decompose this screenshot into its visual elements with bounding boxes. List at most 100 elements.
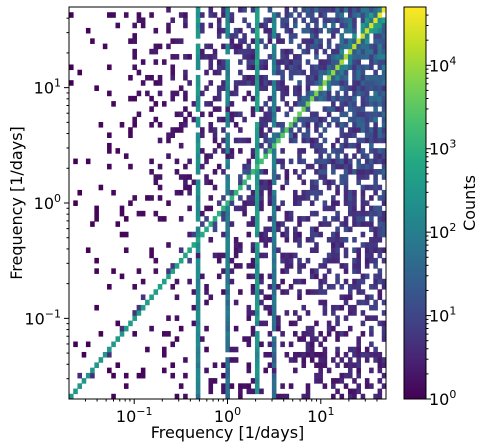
heatmap-cell bbox=[326, 111, 332, 118]
heatmap-cell bbox=[369, 383, 374, 389]
heatmap-cell bbox=[254, 205, 260, 212]
heatmap-cell bbox=[259, 121, 264, 128]
heatmap-cell bbox=[195, 252, 201, 259]
heatmap-cell bbox=[246, 304, 252, 311]
heatmap-cell bbox=[318, 351, 323, 358]
heatmap-cell bbox=[280, 289, 285, 295]
heatmap-cell bbox=[381, 195, 387, 201]
heatmap-cell bbox=[373, 153, 378, 159]
heatmap-cell bbox=[216, 90, 222, 97]
heatmap-cell bbox=[195, 64, 201, 71]
heatmap-cell bbox=[225, 247, 230, 254]
heatmap-cell bbox=[170, 74, 176, 81]
heatmap-cell bbox=[373, 226, 378, 233]
heatmap-cell bbox=[314, 362, 319, 368]
heatmap-cell bbox=[259, 205, 264, 212]
heatmap-cell bbox=[225, 17, 230, 24]
heatmap-cell bbox=[326, 325, 332, 332]
heatmap-cell bbox=[174, 294, 180, 301]
heatmap-cell bbox=[356, 278, 361, 285]
heatmap-cell bbox=[161, 331, 167, 337]
heatmap-cell bbox=[373, 106, 378, 112]
heatmap-cell bbox=[364, 153, 370, 159]
heatmap-cell bbox=[377, 388, 383, 395]
heatmap-cell bbox=[301, 362, 307, 368]
heatmap-cell bbox=[276, 69, 281, 76]
heatmap-cell bbox=[373, 304, 378, 311]
heatmap-cell bbox=[276, 205, 281, 212]
heatmap-cell bbox=[360, 106, 366, 112]
heatmap-cell bbox=[331, 247, 336, 254]
heatmap-cell bbox=[377, 48, 383, 55]
heatmap-cell bbox=[373, 179, 378, 186]
heatmap-cell bbox=[136, 372, 142, 379]
heatmap-cell bbox=[229, 346, 235, 353]
heatmap-cell bbox=[373, 247, 378, 254]
heatmap-cell bbox=[293, 17, 298, 24]
heatmap-cell bbox=[335, 43, 340, 50]
heatmap-cell bbox=[280, 158, 285, 165]
heatmap-cell bbox=[254, 33, 260, 39]
heatmap-cell bbox=[369, 59, 374, 65]
heatmap-cell bbox=[356, 216, 361, 222]
heatmap-cell bbox=[170, 95, 176, 102]
heatmap-cell bbox=[221, 169, 226, 175]
heatmap-cell bbox=[284, 310, 290, 316]
heatmap-cell bbox=[271, 320, 277, 327]
heatmap-cell bbox=[187, 54, 192, 60]
heatmap-cell bbox=[153, 210, 159, 217]
heatmap-cell bbox=[314, 142, 319, 149]
heatmap-cell bbox=[331, 33, 336, 39]
heatmap-cell bbox=[356, 137, 361, 144]
heatmap-cell bbox=[322, 7, 328, 13]
heatmap-cell bbox=[242, 200, 247, 206]
heatmap-cell bbox=[238, 48, 243, 55]
heatmap-cell bbox=[200, 221, 205, 227]
heatmap-cell bbox=[381, 331, 387, 337]
heatmap-cell bbox=[377, 367, 383, 374]
heatmap-cell bbox=[254, 346, 260, 353]
heatmap-cell bbox=[225, 189, 230, 196]
heatmap-cell bbox=[229, 111, 235, 118]
heatmap-cell bbox=[246, 273, 252, 280]
heatmap-cell bbox=[377, 59, 383, 65]
heatmap-cell bbox=[254, 48, 260, 55]
heatmap-cell bbox=[343, 64, 349, 71]
heatmap-cell bbox=[305, 325, 311, 332]
heatmap-cell bbox=[381, 247, 387, 254]
heatmap-cell bbox=[200, 148, 205, 154]
heatmap-cell bbox=[212, 169, 218, 175]
heatmap-cell bbox=[229, 357, 235, 363]
heatmap-cell bbox=[343, 90, 349, 97]
heatmap-cell bbox=[343, 294, 349, 301]
heatmap-cell bbox=[360, 22, 366, 29]
heatmap-cell bbox=[271, 80, 277, 86]
heatmap-cell bbox=[293, 22, 298, 29]
heatmap-cell bbox=[373, 43, 378, 50]
heatmap-cell bbox=[259, 116, 264, 123]
heatmap-cell bbox=[356, 346, 361, 353]
heatmap-cell bbox=[254, 101, 260, 107]
heatmap-cell bbox=[284, 236, 290, 243]
heatmap-cell bbox=[381, 362, 387, 368]
diagonal-cell bbox=[373, 17, 378, 24]
heatmap-cell bbox=[271, 362, 277, 368]
diagonal-cell bbox=[280, 132, 285, 139]
heatmap-cell bbox=[352, 116, 357, 123]
heatmap-cell bbox=[195, 367, 201, 374]
heatmap-cell bbox=[111, 393, 116, 400]
heatmap-cell bbox=[195, 7, 201, 13]
heatmap-cell bbox=[178, 383, 184, 389]
heatmap-cell bbox=[204, 54, 209, 60]
heatmap-cell bbox=[293, 169, 298, 175]
heatmap-cell bbox=[331, 148, 336, 154]
heatmap-cell bbox=[305, 7, 311, 13]
heatmap-cell bbox=[347, 388, 353, 395]
heatmap-cell bbox=[153, 101, 159, 107]
heatmap-cell bbox=[271, 252, 277, 259]
x-tick-label: 101 bbox=[307, 405, 334, 426]
heatmap-cell bbox=[271, 179, 277, 186]
heatmap-cell bbox=[238, 195, 243, 201]
heatmap-cell bbox=[276, 226, 281, 233]
heatmap-cell bbox=[377, 85, 383, 91]
